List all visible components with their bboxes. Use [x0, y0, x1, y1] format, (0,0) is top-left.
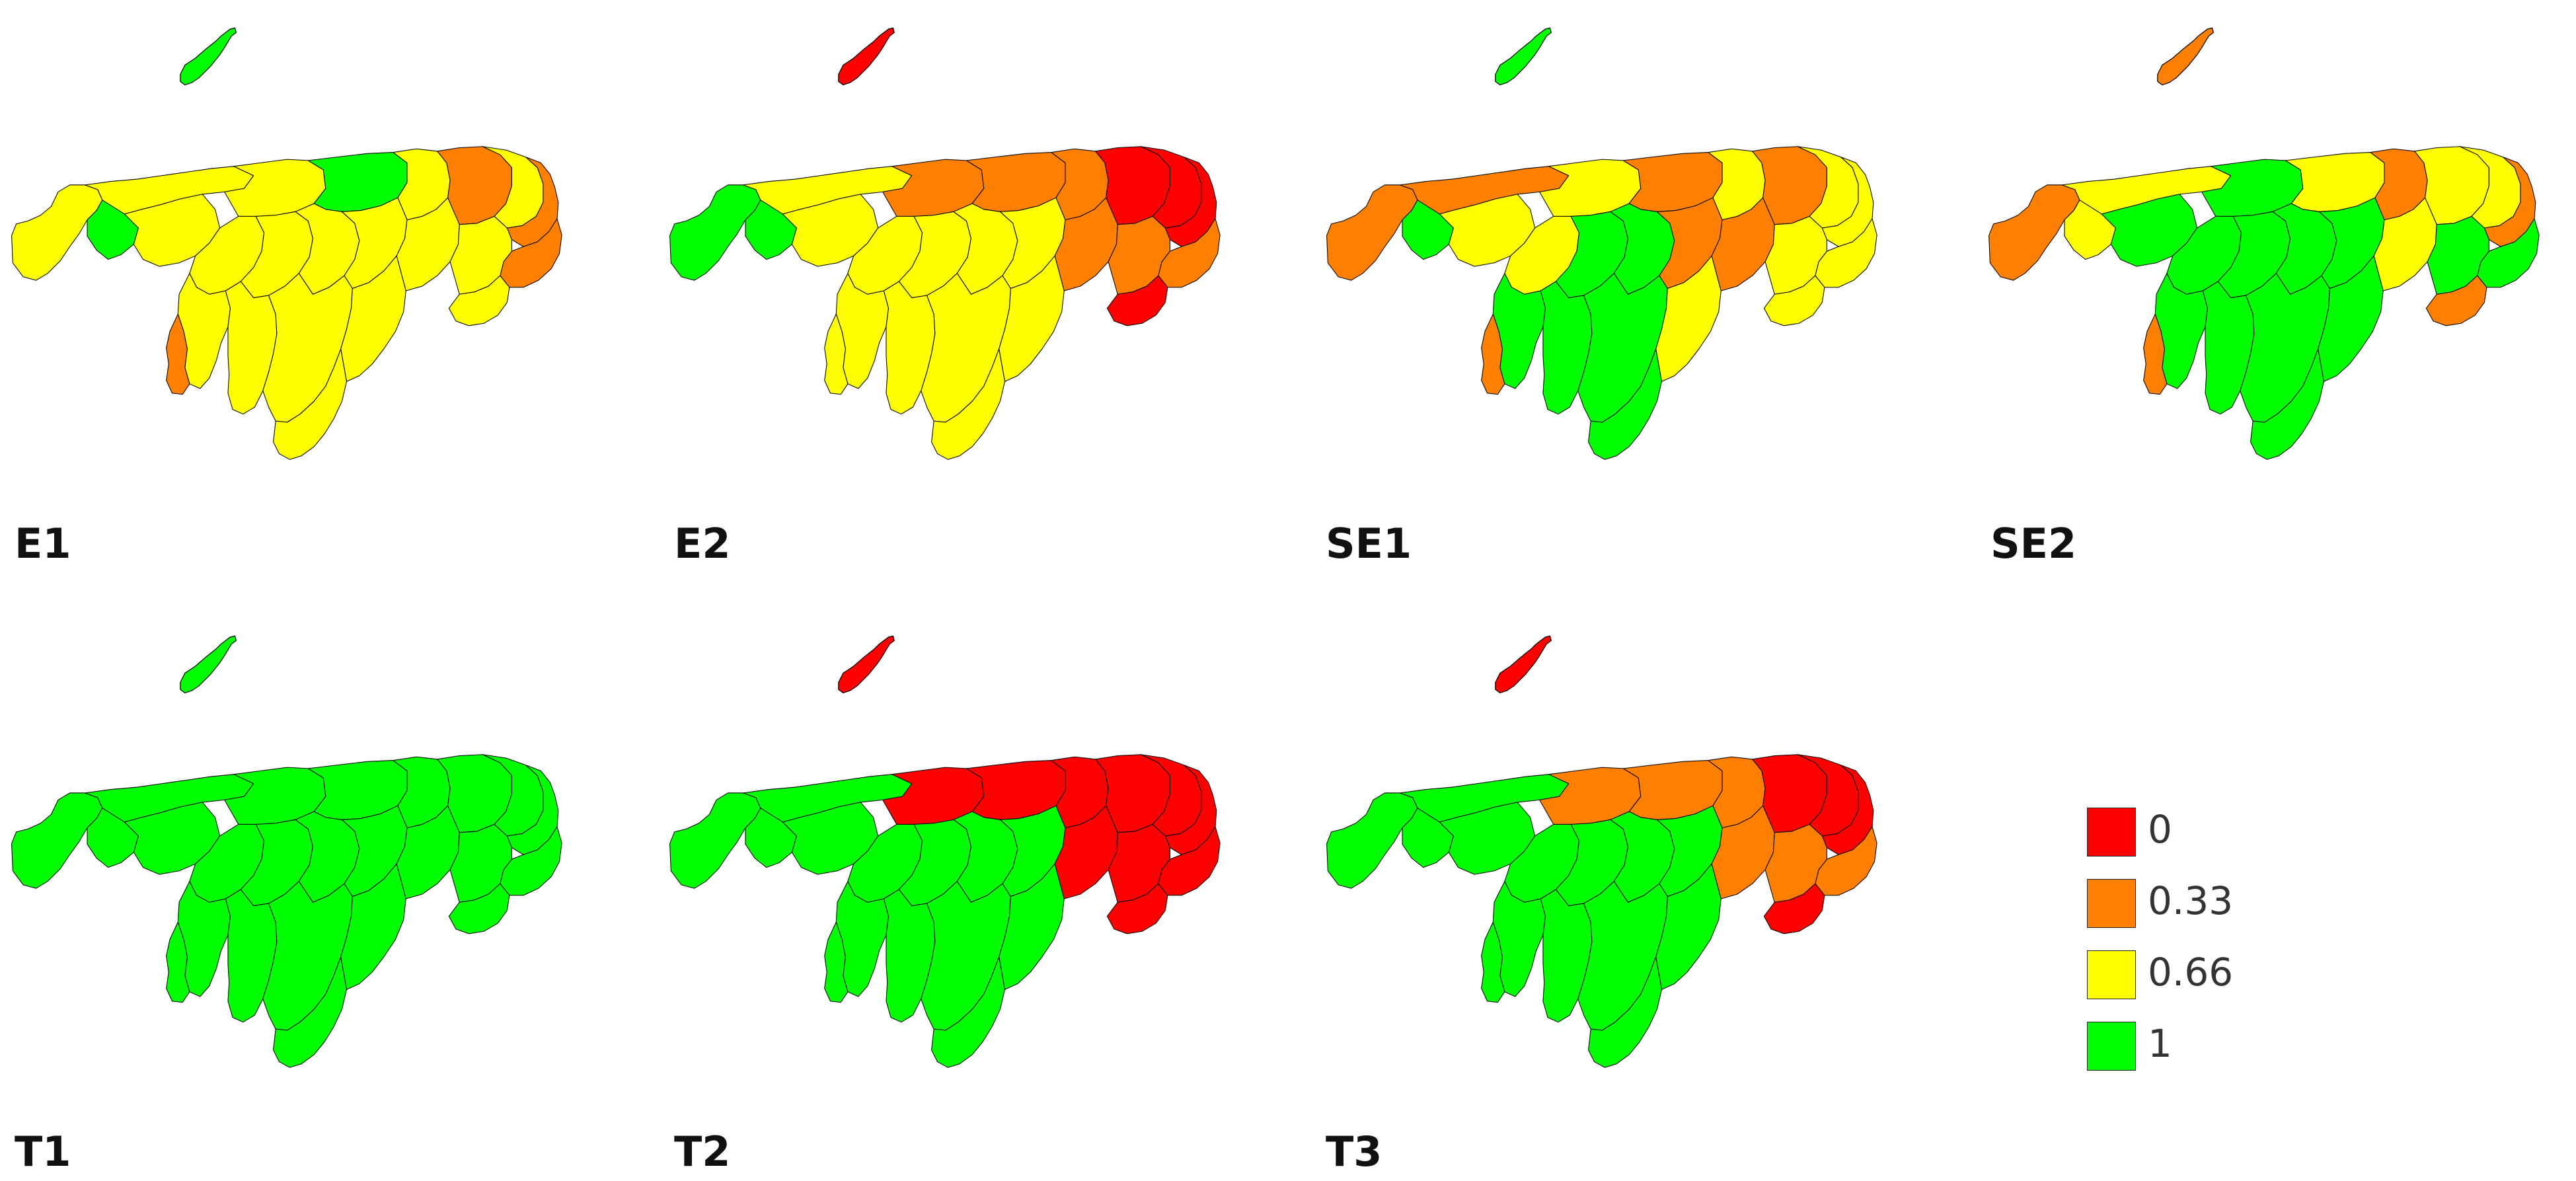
map-island [2157, 27, 2214, 86]
map-region [1481, 313, 1505, 395]
map-island [838, 635, 895, 694]
map-panel-e1 [11, 27, 562, 460]
map-panel-e2 [669, 27, 1221, 460]
panel-label-t1: T1 [15, 1127, 71, 1176]
legend-label: 0.33 [2148, 878, 2234, 923]
legend-swatch-green [2087, 1022, 2136, 1071]
map-region [2318, 255, 2384, 382]
legend-label: 1 [2148, 1021, 2172, 1066]
map-region [999, 255, 1065, 382]
panel-label-e2: E2 [674, 519, 731, 568]
map-region [2250, 348, 2325, 460]
map-panel-t3 [1326, 635, 1877, 1068]
map-region [1764, 823, 1827, 903]
map-region [824, 313, 849, 395]
map-region [883, 889, 936, 1023]
map-region [273, 348, 348, 460]
map-panel-t1 [11, 635, 562, 1068]
map-region [1655, 255, 1722, 382]
map-region [1540, 889, 1593, 1023]
map-panel-se2 [1989, 27, 2540, 460]
panel-label-se1: SE1 [1326, 519, 1412, 568]
panel-label-t3: T3 [1326, 1127, 1383, 1176]
map-region [1108, 823, 1170, 903]
map-region [340, 255, 406, 382]
legend-swatch-red [2087, 808, 2136, 857]
map-region [999, 863, 1065, 990]
map-region [1588, 348, 1663, 460]
map-region [448, 275, 510, 326]
map-region [1481, 921, 1505, 1003]
map-region [2202, 281, 2255, 415]
map-region [2425, 275, 2487, 326]
legend-swatch-yellow [2087, 950, 2136, 999]
map-region [340, 863, 406, 990]
map-region [225, 281, 278, 415]
map-region [824, 921, 849, 1003]
map-panel-se1 [1326, 27, 1877, 460]
map-region [1655, 863, 1722, 990]
map-region [1764, 215, 1827, 295]
map-region [1108, 215, 1170, 295]
map-island [1495, 27, 1552, 86]
map-region [2427, 215, 2489, 295]
map-region [448, 883, 510, 934]
map-region [166, 921, 190, 1003]
map-region [2143, 313, 2168, 395]
panel-label-se2: SE2 [1990, 519, 2077, 568]
map-region [225, 889, 278, 1023]
map-region [449, 823, 512, 903]
map-region [166, 313, 190, 395]
map-region [1540, 281, 1593, 415]
map-region [931, 348, 1006, 460]
map-island [180, 27, 237, 86]
legend-label: 0 [2148, 807, 2172, 852]
map-region [1588, 956, 1663, 1068]
map-region [1763, 275, 1825, 326]
map-panel-t2 [669, 635, 1221, 1068]
map-region [1763, 883, 1825, 934]
panel-label-e1: E1 [15, 519, 71, 568]
map-region [883, 281, 936, 415]
legend-swatch-orange [2087, 879, 2136, 928]
map-island [1495, 635, 1552, 694]
map-island [180, 635, 237, 694]
map-region [449, 215, 512, 295]
map-region [273, 956, 348, 1068]
legend-label: 0.66 [2148, 950, 2234, 995]
panel-label-t2: T2 [674, 1127, 731, 1176]
map-island [838, 27, 895, 86]
map-region [1106, 275, 1168, 326]
map-region [931, 956, 1006, 1068]
map-region [1106, 883, 1168, 934]
